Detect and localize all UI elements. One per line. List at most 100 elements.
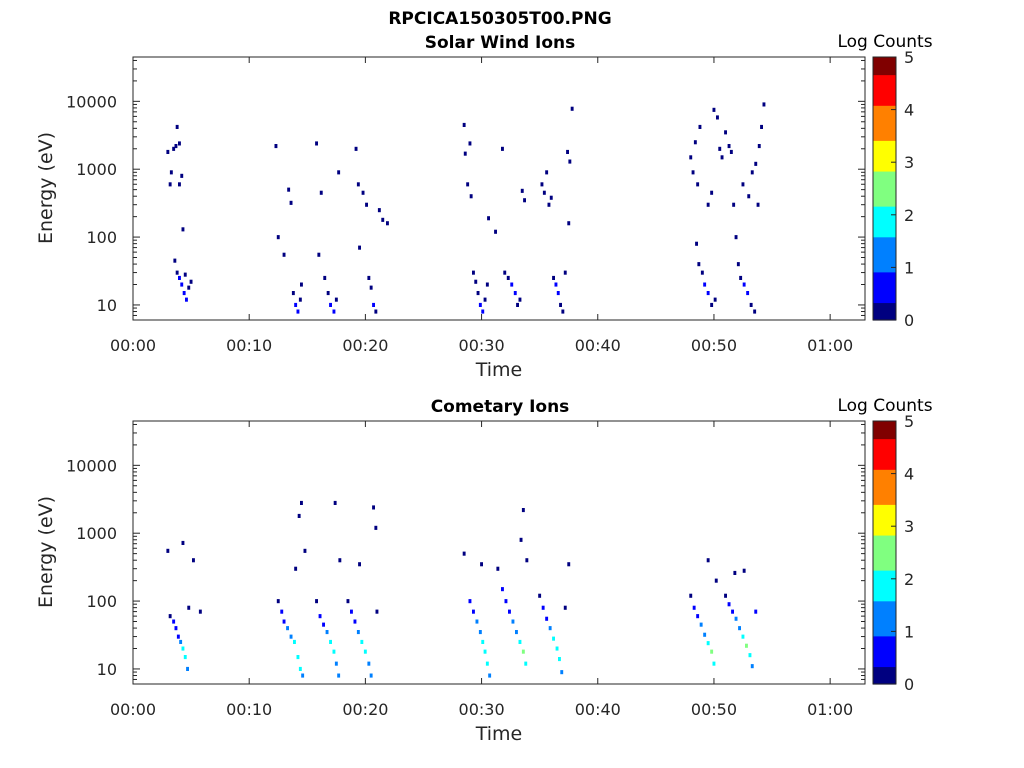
heatmap-cell	[183, 655, 187, 660]
colorbar-segment	[873, 109, 896, 115]
heatmap-cell	[750, 664, 754, 669]
heatmap-cell	[710, 190, 714, 195]
heatmap-cell	[181, 646, 185, 651]
colorbar-segment	[873, 192, 896, 198]
heatmap-cell	[329, 639, 332, 644]
y-tick-label: 100	[86, 228, 117, 247]
heatmap-cell	[560, 670, 564, 675]
colorbar-segment	[873, 508, 896, 514]
heatmap-cell	[322, 622, 325, 627]
colorbar-segment	[873, 561, 896, 567]
colorbar-tick-label: 3	[904, 153, 914, 172]
heatmap-cell	[699, 622, 703, 627]
heatmap-cell	[749, 302, 753, 307]
heatmap-cell	[697, 262, 701, 267]
heatmap-cell	[727, 144, 731, 149]
colorbar-segment	[873, 311, 896, 317]
heatmap-cell	[374, 309, 378, 314]
heatmap-cell	[738, 626, 741, 631]
colorbar-segment	[873, 78, 896, 84]
heatmap-cell	[474, 279, 478, 284]
heatmap-cell	[466, 182, 470, 187]
heatmap-cell	[525, 558, 529, 563]
cometary-title: Cometary Ions	[431, 397, 570, 417]
heatmap-cell	[547, 202, 551, 207]
colorbar-segment	[873, 315, 896, 321]
heatmap-cell	[741, 182, 745, 187]
heatmap-cell	[325, 630, 329, 635]
colorbar-segment	[873, 622, 896, 628]
heatmap-cell	[332, 649, 336, 654]
heatmap-cell	[317, 252, 321, 257]
heatmap-cell	[552, 275, 555, 280]
heatmap-cell	[187, 605, 191, 610]
heatmap-cell	[381, 217, 385, 222]
heatmap-cell	[476, 291, 480, 296]
heatmap-cell	[561, 309, 565, 314]
colorbar-segment	[873, 543, 896, 549]
figure-title: RPCICA150305T00.PNG	[388, 9, 611, 29]
heatmap-cell	[181, 227, 185, 232]
colorbar-tick-label: 1	[904, 258, 914, 277]
x-tick-label: 01:00	[807, 336, 853, 355]
colorbar-segment	[873, 539, 896, 545]
x-tick-label: 00:40	[575, 700, 621, 719]
heatmap-cell	[710, 302, 714, 307]
y-tick-label: 10000	[66, 92, 117, 111]
colorbar-segment	[873, 197, 896, 203]
cometary-colorbar: 0 1 2 3 4 5	[872, 412, 914, 694]
colorbar-segment	[873, 583, 896, 589]
heatmap-cell	[365, 202, 368, 207]
colorbar-segment	[873, 600, 896, 606]
heatmap-cell	[356, 182, 360, 187]
cometary-plot-area	[133, 421, 865, 684]
colorbar-segment	[873, 627, 896, 632]
heatmap-cell	[733, 570, 737, 575]
heatmap-cell	[182, 291, 186, 296]
colorbar-segment	[873, 491, 896, 497]
heatmap-cell	[567, 221, 571, 226]
heatmap-cell	[286, 626, 289, 631]
colorbar-segment	[873, 438, 896, 444]
heatmap-cell	[462, 551, 466, 556]
colorbar-segment	[873, 421, 896, 426]
heatmap-cell	[570, 106, 574, 111]
heatmap-cell	[332, 309, 336, 314]
heatmap-cell	[478, 630, 482, 635]
heatmap-cell	[175, 124, 179, 129]
colorbar-segment	[873, 565, 896, 571]
heatmap-cell	[703, 282, 707, 287]
cometary-x-label: Time	[475, 723, 523, 745]
heatmap-cell	[338, 558, 342, 563]
colorbar-segment	[873, 587, 896, 593]
colorbar-segment	[873, 206, 896, 212]
heatmap-cell	[501, 146, 504, 151]
heatmap-cell	[337, 170, 341, 175]
heatmap-cell	[192, 558, 195, 563]
heatmap-cell	[178, 182, 181, 187]
heatmap-cell	[508, 609, 511, 614]
colorbar-segment	[873, 135, 896, 141]
heatmap-cell	[333, 500, 337, 505]
heatmap-cell	[480, 562, 483, 567]
colorbar-segment	[873, 504, 896, 510]
heatmap-cell	[541, 605, 545, 610]
colorbar-segment	[873, 657, 896, 663]
colorbar-segment	[873, 495, 896, 501]
colorbar-segment	[873, 635, 896, 641]
colorbar-frame	[872, 420, 897, 685]
heatmap-cell	[718, 146, 722, 151]
heatmap-cell	[513, 291, 517, 296]
colorbar-tick-label: 4	[904, 101, 914, 120]
heatmap-cell	[363, 649, 367, 654]
heatmap-cell	[703, 632, 707, 637]
heatmap-cell	[186, 666, 189, 671]
heatmap-cell	[496, 566, 500, 571]
heatmap-cell	[554, 282, 558, 287]
heatmap-cell	[501, 587, 504, 592]
heatmap-cell	[729, 149, 733, 154]
colorbar-segment	[873, 442, 896, 448]
heatmap-cell	[300, 500, 303, 505]
colorbar-segment	[873, 249, 896, 255]
cometary-axes-frame	[132, 420, 866, 685]
